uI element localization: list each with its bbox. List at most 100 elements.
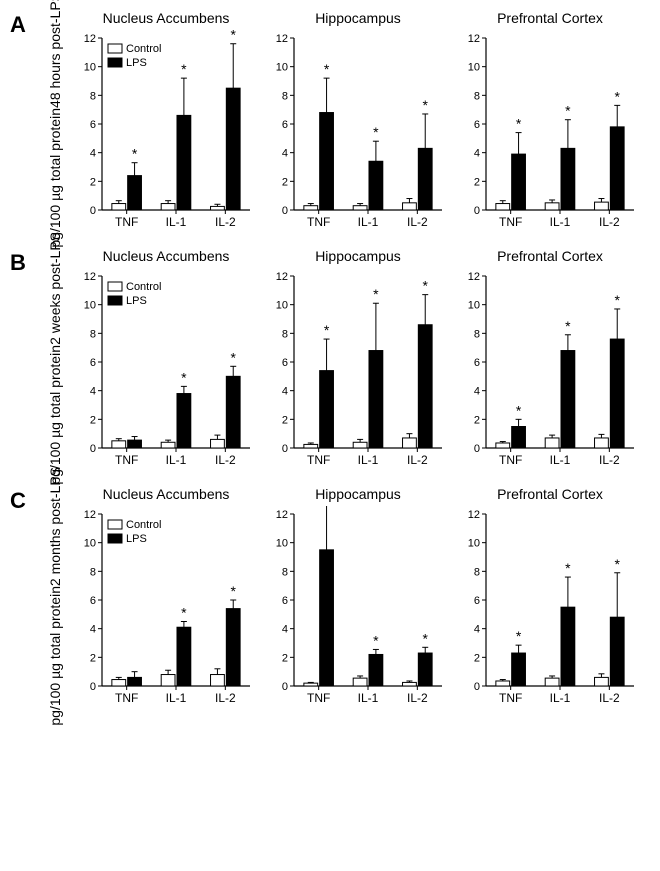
- svg-text:8: 8: [90, 328, 96, 340]
- svg-text:IL-1: IL-1: [166, 691, 187, 705]
- svg-text:IL-1: IL-1: [358, 453, 379, 467]
- svg-text:4: 4: [90, 386, 96, 398]
- subplot-title: Prefrontal Cortex: [497, 486, 603, 502]
- svg-text:8: 8: [474, 566, 480, 578]
- svg-text:*: *: [565, 318, 571, 334]
- svg-text:10: 10: [276, 62, 288, 74]
- subplot-title: Nucleus Accumbens: [103, 248, 230, 264]
- svg-text:0: 0: [282, 443, 288, 455]
- svg-text:12: 12: [468, 509, 480, 521]
- y-axis-label: 48 hours post-LPSpg/100 µg total protein: [36, 10, 76, 230]
- svg-text:*: *: [516, 628, 522, 644]
- ylabel-bottom: pg/100 µg total protein: [48, 586, 63, 726]
- svg-text:2: 2: [90, 414, 96, 426]
- charts-row: Nucleus Accumbens024681012*TNF*IL-1*IL-2…: [76, 10, 650, 230]
- svg-text:TNF: TNF: [115, 453, 138, 467]
- svg-text:*: *: [373, 632, 379, 648]
- svg-text:8: 8: [90, 566, 96, 578]
- svg-text:2: 2: [90, 176, 96, 188]
- svg-text:4: 4: [282, 386, 288, 398]
- svg-text:2: 2: [282, 176, 288, 188]
- subplot: Hippocampus024681012*TNF*IL-1*IL-2: [268, 10, 448, 230]
- svg-text:10: 10: [84, 62, 96, 74]
- plot-area: 024681012*TNF*IL-1*IL-2: [268, 506, 448, 706]
- svg-text:Control: Control: [126, 43, 161, 55]
- subplot: Prefrontal Cortex024681012*TNF*IL-1*IL-2: [460, 10, 640, 230]
- subplot-title: Hippocampus: [315, 486, 401, 502]
- svg-text:6: 6: [282, 595, 288, 607]
- subplot: Prefrontal Cortex024681012*TNF*IL-1*IL-2: [460, 486, 640, 706]
- svg-text:2: 2: [474, 414, 480, 426]
- svg-text:*: *: [373, 124, 379, 140]
- svg-text:8: 8: [282, 328, 288, 340]
- svg-text:4: 4: [282, 148, 288, 160]
- svg-text:*: *: [181, 61, 187, 77]
- svg-text:IL-2: IL-2: [599, 453, 620, 467]
- svg-text:IL-1: IL-1: [550, 215, 571, 229]
- svg-text:IL-1: IL-1: [358, 691, 379, 705]
- panel-letter: A: [10, 10, 36, 38]
- svg-text:8: 8: [90, 90, 96, 102]
- svg-text:2: 2: [474, 652, 480, 664]
- svg-text:Control: Control: [126, 519, 161, 531]
- svg-text:LPS: LPS: [126, 533, 147, 545]
- ylabel-bottom: pg/100 µg total protein: [48, 345, 63, 485]
- svg-text:6: 6: [474, 595, 480, 607]
- svg-text:8: 8: [282, 90, 288, 102]
- subplot-title: Nucleus Accumbens: [103, 10, 230, 26]
- svg-text:0: 0: [282, 205, 288, 217]
- svg-text:10: 10: [468, 62, 480, 74]
- svg-text:2: 2: [90, 652, 96, 664]
- plot-area: 024681012*TNF*IL-1*IL-2: [460, 506, 640, 706]
- svg-text:12: 12: [276, 509, 288, 521]
- svg-text:*: *: [324, 322, 330, 338]
- svg-text:*: *: [615, 292, 621, 308]
- svg-text:0: 0: [90, 681, 96, 693]
- svg-text:0: 0: [474, 205, 480, 217]
- svg-text:12: 12: [84, 271, 96, 283]
- ylabel-top: 2 weeks post-LPS: [48, 232, 63, 345]
- svg-text:*: *: [181, 605, 187, 621]
- svg-text:12: 12: [84, 509, 96, 521]
- subplot: Nucleus Accumbens024681012TNF*IL-1*IL-2C…: [76, 486, 256, 706]
- svg-text:LPS: LPS: [126, 57, 147, 69]
- svg-text:IL-2: IL-2: [407, 691, 428, 705]
- svg-text:TNF: TNF: [115, 215, 138, 229]
- svg-text:6: 6: [474, 357, 480, 369]
- subplot: Prefrontal Cortex024681012*TNF*IL-1*IL-2: [460, 248, 640, 468]
- svg-text:10: 10: [84, 538, 96, 550]
- subplot-title: Hippocampus: [315, 248, 401, 264]
- svg-text:4: 4: [282, 624, 288, 636]
- svg-text:IL-1: IL-1: [358, 215, 379, 229]
- svg-text:*: *: [615, 88, 621, 104]
- svg-text:12: 12: [468, 271, 480, 283]
- svg-text:10: 10: [84, 300, 96, 312]
- svg-text:12: 12: [276, 271, 288, 283]
- svg-text:6: 6: [282, 119, 288, 131]
- svg-text:*: *: [231, 349, 237, 365]
- svg-text:TNF: TNF: [307, 691, 330, 705]
- svg-text:TNF: TNF: [499, 691, 522, 705]
- svg-text:*: *: [373, 286, 379, 302]
- svg-text:IL-1: IL-1: [166, 215, 187, 229]
- subplot-title: Prefrontal Cortex: [497, 10, 603, 26]
- svg-text:*: *: [231, 583, 237, 599]
- svg-text:10: 10: [276, 538, 288, 550]
- svg-text:IL-2: IL-2: [407, 453, 428, 467]
- ylabel-bottom: pg/100 µg total protein: [48, 108, 63, 248]
- svg-text:*: *: [516, 116, 522, 132]
- subplot: Nucleus Accumbens024681012TNF*IL-1*IL-2C…: [76, 248, 256, 468]
- plot-area: 024681012TNF*IL-1*IL-2ControlLPS: [76, 268, 256, 468]
- svg-text:0: 0: [474, 443, 480, 455]
- svg-text:10: 10: [468, 300, 480, 312]
- svg-text:*: *: [565, 103, 571, 119]
- svg-text:TNF: TNF: [307, 453, 330, 467]
- svg-text:0: 0: [282, 681, 288, 693]
- svg-text:0: 0: [474, 681, 480, 693]
- svg-text:10: 10: [468, 538, 480, 550]
- charts-row: Nucleus Accumbens024681012TNF*IL-1*IL-2C…: [76, 486, 650, 706]
- plot-area: 024681012*TNF*IL-1*IL-2ControlLPS: [76, 30, 256, 230]
- svg-text:2: 2: [282, 414, 288, 426]
- subplot-title: Prefrontal Cortex: [497, 248, 603, 264]
- panel-row: C2 months post-LPSpg/100 µg total protei…: [10, 486, 650, 706]
